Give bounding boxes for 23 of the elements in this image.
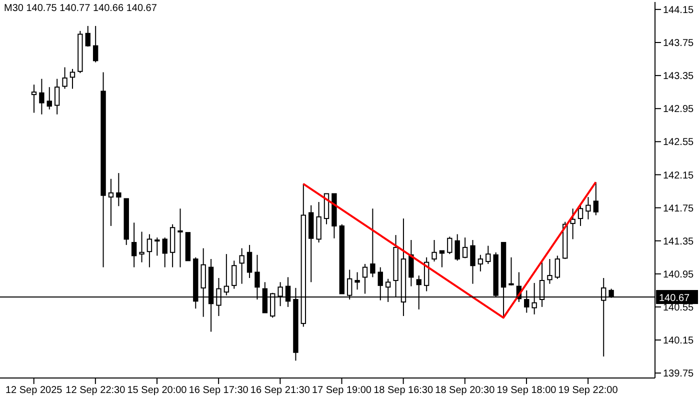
x-tick-label: 19 Sep 22:00 xyxy=(558,385,618,396)
y-tick-label: 143.75 xyxy=(663,38,694,50)
y-tick-label: 142.95 xyxy=(663,104,694,116)
chart-title: M30 140.75 140.77 140.66 140.67 xyxy=(4,3,157,14)
y-tick-label: 141.75 xyxy=(663,203,694,214)
x-tick-label: 18 Sep 20:30 xyxy=(435,385,496,396)
x-tick-label: 16 Sep 21:30 xyxy=(250,385,310,396)
x-tick-label: 12 Sep 22:30 xyxy=(66,385,126,396)
y-tick-label: 140.95 xyxy=(663,269,694,280)
y-tick-label: 143.35 xyxy=(663,71,694,82)
x-tick-label: 18 Sep 16:30 xyxy=(374,385,434,396)
ref-line-label: 140.67 xyxy=(659,293,690,304)
x-tick-label: 19 Sep 18:00 xyxy=(496,385,557,396)
y-tick-label: 144.15 xyxy=(663,4,694,16)
y-tick-label: 142.15 xyxy=(663,170,694,182)
x-tick-label: 17 Sep 19:00 xyxy=(312,385,372,396)
y-tick-label: 141.35 xyxy=(663,236,694,248)
x-tick-label: 15 Sep 20:00 xyxy=(127,385,188,396)
x-tick-label: 12 Sep 2025 xyxy=(5,385,63,396)
y-tick-label: 142.55 xyxy=(663,137,694,148)
x-tick-label: 16 Sep 17:30 xyxy=(188,385,249,396)
y-tick-label: 140.15 xyxy=(663,336,694,347)
y-tick-label: 139.75 xyxy=(663,368,694,380)
